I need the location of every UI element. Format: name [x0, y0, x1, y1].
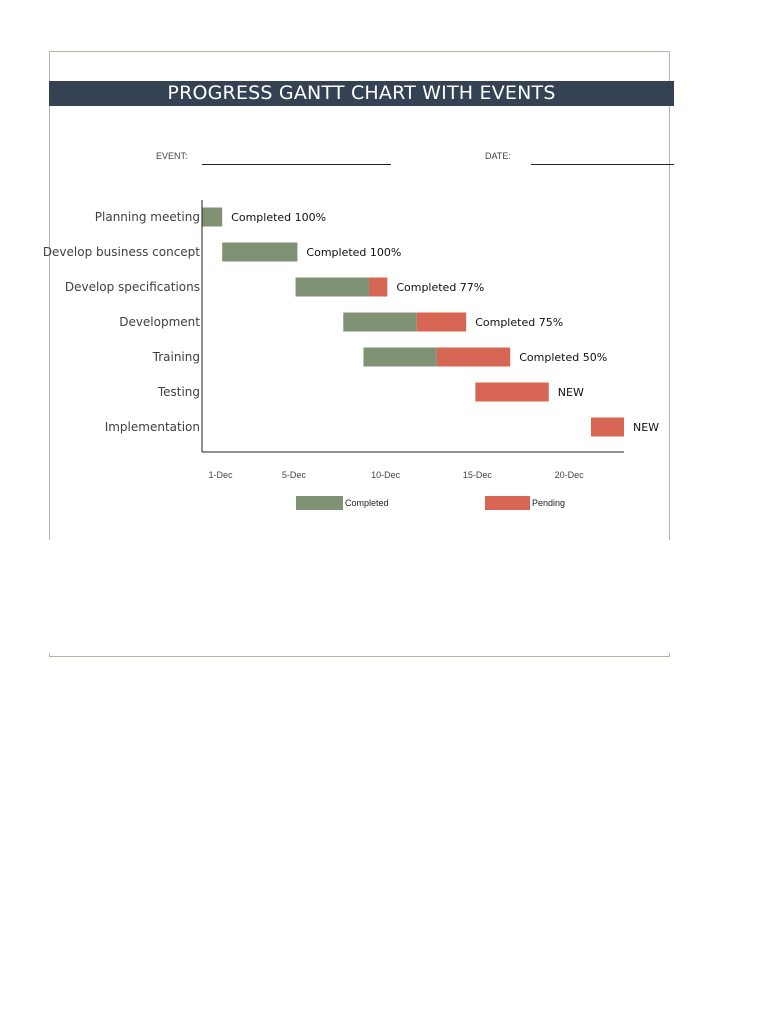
task-label: Develop business concept: [43, 245, 200, 259]
bar-data-label: NEW: [558, 386, 584, 399]
event-input-line[interactable]: [202, 164, 391, 165]
legend-completed-label: Completed: [345, 498, 389, 508]
x-tick-label: 10-Dec: [371, 470, 401, 480]
pending-bar: [590, 417, 624, 437]
completed-bar: [202, 207, 223, 227]
bar-data-label: NEW: [633, 421, 659, 434]
completed-bar: [295, 277, 369, 297]
data-labels: Completed 100% Completed 100% Completed 77…: [231, 211, 659, 434]
task-labels: Planning meeting Develop business concept…: [43, 210, 200, 434]
page-break-gap: [44, 540, 676, 653]
legend-pending-label: Pending: [532, 498, 565, 508]
x-tick-labels: 1-Dec 5-Dec 10-Dec 15-Dec 20-Dec: [209, 470, 585, 480]
page-frame: [49, 51, 670, 657]
x-tick-label: 5-Dec: [282, 470, 307, 480]
bar-data-label: Completed 100%: [231, 211, 326, 224]
task-label: Training: [152, 350, 200, 364]
date-label: DATE:: [485, 151, 511, 161]
pending-bar: [368, 277, 388, 297]
bars: [202, 207, 624, 437]
legend-completed-swatch: [296, 496, 343, 510]
event-label: EVENT:: [156, 151, 188, 161]
legend-pending-swatch: [485, 496, 530, 510]
task-label: Development: [119, 315, 200, 329]
pending-bar: [475, 382, 549, 402]
completed-bar: [222, 242, 298, 262]
pending-bar: [436, 347, 511, 367]
date-input-line[interactable]: [531, 164, 674, 165]
bar-data-label: Completed 50%: [519, 351, 607, 364]
legend: Completed Pending: [296, 496, 565, 510]
bar-data-label: Completed 77%: [396, 281, 484, 294]
task-label: Develop specifications: [65, 280, 200, 294]
pending-bar: [416, 312, 467, 332]
completed-bar: [343, 312, 417, 332]
x-tick-label: 20-Dec: [555, 470, 585, 480]
bar-data-label: Completed 100%: [306, 246, 401, 259]
x-tick-label: 1-Dec: [209, 470, 234, 480]
task-label: Planning meeting: [95, 210, 200, 224]
chart-title: PROGRESS GANTT CHART WITH EVENTS: [49, 81, 674, 106]
completed-bar: [363, 347, 437, 367]
task-label: Testing: [157, 385, 200, 399]
task-label: Implementation: [105, 420, 200, 434]
bar-data-label: Completed 75%: [475, 316, 563, 329]
x-tick-label: 15-Dec: [463, 470, 493, 480]
